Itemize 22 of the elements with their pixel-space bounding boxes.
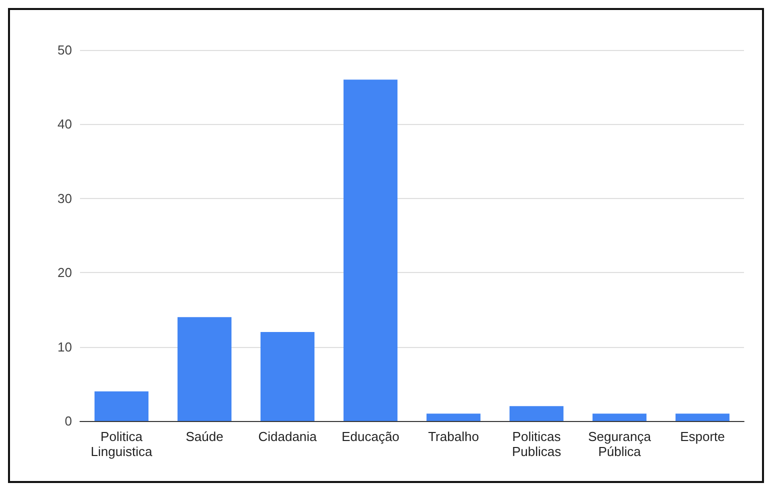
bar [94, 391, 148, 421]
bar [178, 317, 232, 421]
x-tick-label: Educação [342, 429, 400, 444]
x-tick-label: Trabalho [428, 429, 479, 444]
bar [592, 414, 646, 421]
bar [676, 414, 730, 421]
y-tick-label: 40 [58, 116, 72, 132]
bar [344, 80, 398, 421]
x-tick-label: Saúde [186, 429, 224, 444]
y-tick-label: 30 [58, 190, 72, 206]
y-tick-label: 50 [58, 42, 72, 58]
y-tick-label: 0 [64, 414, 72, 428]
bar [510, 406, 564, 421]
x-tick-label: Esporte [680, 429, 725, 444]
x-tick-label: Politicas Publicas [512, 429, 562, 459]
x-tick-label: Politica Linguistica [90, 429, 153, 459]
x-tick-label: Segurança Pública [588, 429, 652, 459]
x-tick-label: Cidadania [258, 429, 318, 444]
bar [426, 414, 480, 421]
bar [260, 332, 314, 421]
y-tick-label: 20 [58, 265, 72, 280]
y-tick-label: 10 [58, 339, 72, 354]
